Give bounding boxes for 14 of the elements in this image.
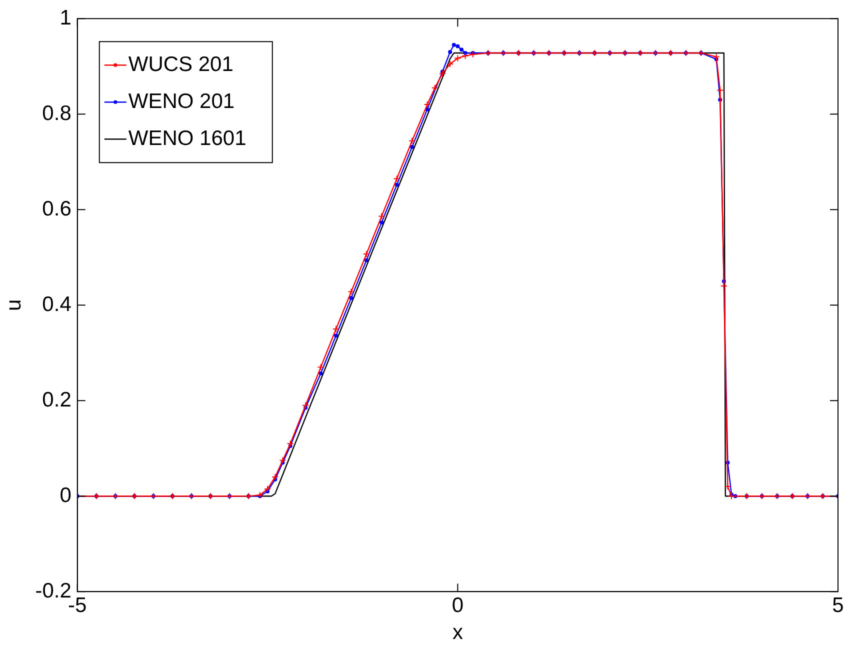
legend-label: WENO 1601 (128, 126, 246, 150)
y-axis-title: u (2, 299, 26, 311)
y-tick-label: 0.6 (42, 197, 72, 220)
y-tick-label: 1 (60, 6, 72, 30)
x-axis-title: x (452, 621, 464, 644)
legend-label: WENO 201 (128, 90, 235, 113)
y-tick-label: 0.8 (42, 102, 72, 125)
x-tick-label: 5 (832, 594, 844, 617)
y-tick-label: 0.4 (42, 292, 72, 316)
y-tick-label: 0.2 (42, 388, 72, 412)
y-tick-label: 0 (60, 484, 72, 507)
x-tick-label: 0 (452, 594, 464, 617)
y-tick-label: -0.2 (35, 579, 72, 602)
legend-label: WUCS 201 (128, 52, 234, 76)
